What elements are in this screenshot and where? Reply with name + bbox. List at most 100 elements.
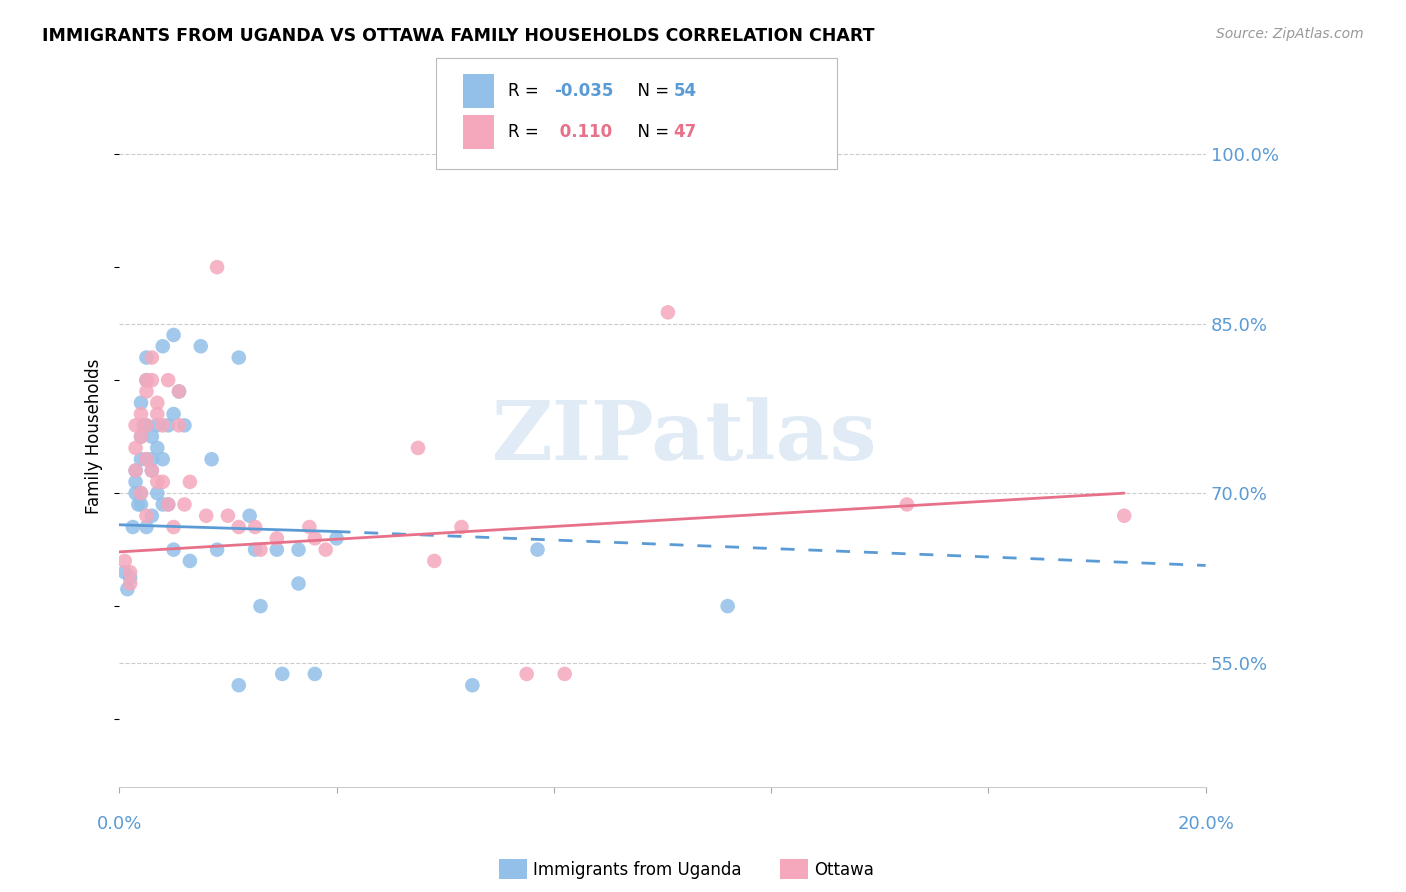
Text: R =: R = [508,82,544,100]
Point [190,339,212,353]
Point [129,452,152,467]
Point [217,508,239,523]
Point [239,508,262,523]
Point [135,373,157,387]
Y-axis label: Family Households: Family Households [86,359,103,515]
Point [717,599,740,614]
Text: 47: 47 [673,123,697,141]
Point [896,498,918,512]
Point [266,542,288,557]
Text: 54: 54 [673,82,696,100]
Text: Source: ZipAtlas.com: Source: ZipAtlas.com [1216,27,1364,41]
Point [249,542,271,557]
Point [135,373,157,387]
Point [124,464,146,478]
Point [141,464,163,478]
Point [249,599,271,614]
Point [179,554,201,568]
Point [132,418,155,433]
Point [157,498,180,512]
Point [243,520,266,534]
Point [152,418,174,433]
Point [127,498,149,512]
Point [120,566,142,580]
Point [129,486,152,500]
Text: IMMIGRANTS FROM UGANDA VS OTTAWA FAMILY HOUSEHOLDS CORRELATION CHART: IMMIGRANTS FROM UGANDA VS OTTAWA FAMILY … [42,27,875,45]
Point [304,667,326,681]
Point [162,328,184,343]
Point [141,351,163,365]
Point [195,508,218,523]
Point [152,475,174,489]
Point [129,430,152,444]
Point [141,373,163,387]
Point [266,532,288,546]
Point [162,520,184,534]
Point [173,498,195,512]
Text: 20.0%: 20.0% [1177,815,1234,833]
Text: ZIPatlas: ZIPatlas [492,397,877,476]
Point [461,678,484,692]
Point [146,475,169,489]
Point [121,520,143,534]
Point [120,576,142,591]
Point [526,542,548,557]
Point [146,418,169,433]
Point [135,351,157,365]
Point [201,452,224,467]
Point [162,542,184,557]
Point [129,396,152,410]
Point [141,508,163,523]
Point [287,576,309,591]
Point [135,418,157,433]
Point [124,418,146,433]
Point [146,407,169,421]
Point [157,373,180,387]
Point [129,498,152,512]
Point [298,520,321,534]
Point [516,667,538,681]
Point [141,430,163,444]
Point [124,475,146,489]
Point [157,498,180,512]
Point [423,554,446,568]
Point [271,667,294,681]
Point [135,452,157,467]
Text: 0.110: 0.110 [554,123,612,141]
Point [135,384,157,399]
Point [114,566,136,580]
Point [129,430,152,444]
Point [287,542,309,557]
Point [114,554,136,568]
Point [146,396,169,410]
Point [228,351,250,365]
Point [120,571,142,585]
Text: N =: N = [627,82,675,100]
Point [167,384,190,399]
Point [124,464,146,478]
Point [152,498,174,512]
Text: Immigrants from Uganda: Immigrants from Uganda [533,861,741,879]
Point [152,452,174,467]
Text: 0.0%: 0.0% [97,815,142,833]
Point [152,339,174,353]
Point [406,441,429,455]
Point [124,441,146,455]
Point [141,464,163,478]
Point [205,260,228,274]
Point [157,418,180,433]
Point [1114,508,1136,523]
Point [554,667,576,681]
Text: R =: R = [508,123,544,141]
Text: -0.035: -0.035 [554,82,613,100]
Point [243,542,266,557]
Point [315,542,337,557]
Point [450,520,472,534]
Point [205,542,228,557]
Text: N =: N = [627,123,675,141]
Point [135,508,157,523]
Point [141,452,163,467]
Point [146,486,169,500]
Point [304,532,326,546]
Point [162,407,184,421]
